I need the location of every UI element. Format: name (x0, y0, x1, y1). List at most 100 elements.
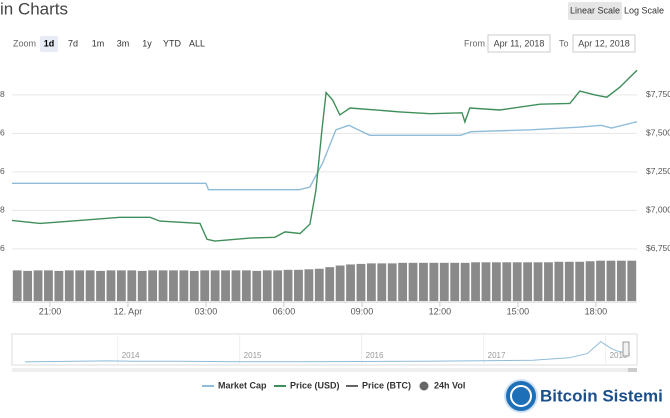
volume-bar (606, 260, 616, 301)
volume-bar (419, 262, 428, 301)
volume-bar (252, 270, 262, 301)
scale-button-label[interactable]: Linear Scale (570, 5, 620, 15)
to-input[interactable] (572, 34, 636, 53)
volume-bar (189, 270, 199, 301)
series-line (11, 69, 638, 242)
watermark-text: Bitcoin Sistemi (540, 386, 663, 405)
navigator-handle[interactable] (622, 341, 630, 357)
volume-bar (106, 270, 116, 301)
legend-label[interactable]: Price (USD) (290, 380, 340, 390)
legend-label[interactable]: Market Cap (218, 380, 267, 390)
zoom-button[interactable]: 7d (68, 38, 78, 48)
volume-bar (179, 270, 189, 301)
volume-bar (33, 270, 43, 301)
navigator-tick-label: 2015 (244, 351, 262, 360)
zoom-button-active[interactable] (40, 36, 58, 52)
scrollbar-thumb[interactable] (628, 368, 637, 372)
volume-bar (262, 270, 272, 301)
legend-label[interactable]: Price (BTC) (362, 380, 411, 390)
volume-bar (585, 261, 595, 301)
left-axis-fragment: 6 (0, 243, 5, 253)
zoom-button[interactable]: 1d (44, 38, 55, 48)
scrollbar (12, 368, 637, 372)
to-label: To (559, 38, 569, 48)
volume-bar (512, 262, 522, 301)
zoom-button[interactable]: 3m (117, 38, 130, 48)
x-tick-label: 12. Apr (114, 306, 143, 316)
volume-bar (75, 270, 85, 301)
volume-bar (325, 267, 335, 301)
zoom-button[interactable]: 1m (92, 38, 105, 48)
x-tick-label: 06:00 (273, 306, 296, 316)
volume-bar (273, 270, 283, 301)
volume-bar (429, 262, 439, 301)
volume-bar (137, 270, 147, 301)
watermark-logo (504, 379, 538, 413)
y-tick-label: $7,000 (646, 205, 670, 215)
volume-bar (398, 262, 408, 301)
volume-bar (502, 262, 512, 301)
volume-bar (283, 269, 293, 301)
volume-bar (241, 270, 251, 301)
navigator-line (24, 340, 631, 363)
volume-bar (616, 260, 626, 301)
scale-button[interactable] (624, 2, 664, 20)
volume-bar (544, 262, 553, 301)
navigator-tick-label: 2018 (610, 351, 628, 360)
volume-bar (23, 270, 33, 301)
volume-bar (575, 261, 585, 301)
from-value[interactable]: Apr 11, 2018 (494, 38, 545, 48)
watermark-logo-inner (510, 385, 532, 407)
from-label: From (464, 38, 485, 48)
zoom-button[interactable]: ALL (189, 38, 205, 48)
left-axis-fragment: 8 (0, 89, 5, 99)
title: in Charts (0, 0, 68, 18)
left-axis-fragment: 6 (0, 166, 5, 176)
volume-bar (44, 270, 53, 301)
legend-swatch[interactable] (419, 381, 429, 391)
volume-bar (200, 270, 210, 301)
y-tick-label: $6,750 (646, 243, 670, 253)
volume-bar (366, 263, 376, 301)
volume-bar (387, 263, 397, 301)
volume-bar (85, 270, 95, 301)
volume-bar (116, 270, 126, 301)
volume-bar (439, 262, 449, 301)
volume-bar (356, 263, 366, 301)
x-tick-label: 03:00 (195, 306, 218, 316)
volume-bar (304, 269, 314, 301)
volume-bar (346, 264, 355, 301)
from-input[interactable] (487, 34, 551, 53)
volume-bar (148, 270, 158, 301)
volume-bar (169, 270, 178, 301)
zoom-button[interactable]: YTD (163, 38, 182, 48)
volume-bar (460, 262, 470, 301)
volume-bar (231, 270, 241, 301)
scale-button-label[interactable]: Log Scale (624, 5, 664, 15)
volume-bar (491, 262, 501, 301)
zoom-label: Zoom (13, 38, 36, 48)
volume-bar (64, 270, 74, 301)
volume-bar (314, 268, 324, 301)
y-tick-label: $7,750 (646, 89, 670, 99)
to-value[interactable]: Apr 12, 2018 (578, 38, 630, 48)
volume-bar (210, 270, 220, 301)
navigator-tick-label: 2016 (366, 351, 384, 360)
scale-button[interactable] (568, 2, 622, 20)
volume-bar (533, 262, 543, 301)
volume-bar (377, 263, 387, 301)
zoom-button[interactable]: 1y (142, 38, 152, 48)
legend-label[interactable]: 24h Vol (434, 380, 465, 390)
x-tick-label: 09:00 (351, 306, 374, 316)
series-line (12, 121, 638, 191)
volume-bar (554, 261, 564, 301)
volume-bar (523, 262, 533, 301)
volume-bar (408, 262, 418, 301)
volume-bar (294, 269, 303, 301)
navigator-tick-label: 2014 (122, 351, 140, 360)
navigator-tick-label: 2017 (488, 351, 506, 360)
x-tick-label: 15:00 (507, 306, 530, 316)
volume-bar (127, 270, 137, 301)
volume-bar (96, 270, 105, 301)
